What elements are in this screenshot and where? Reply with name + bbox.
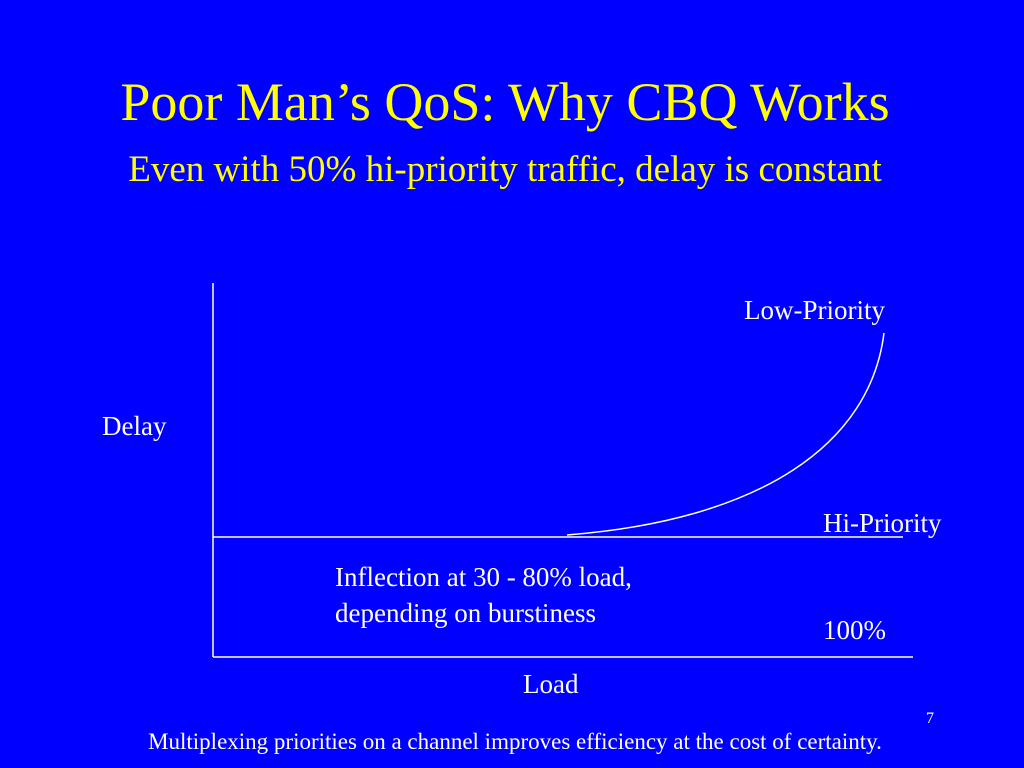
slide-footer: Multiplexing priorities on a channel imp… — [148, 729, 882, 754]
annotation-line-2: depending on burstiness — [335, 598, 596, 628]
x-axis-label: Load — [523, 669, 579, 699]
page-number: 7 — [926, 710, 934, 727]
inflection-annotation: Inflection at 30 - 80% load, depending o… — [335, 559, 632, 631]
low-priority-curve — [566, 332, 885, 536]
slide-title: Poor Man’s QoS: Why CBQ Works — [120, 72, 890, 132]
low-priority-label: Low-Priority — [744, 295, 885, 325]
slide-subtitle: Even with 50% hi-priority traffic, delay… — [128, 149, 882, 190]
capacity-label: 100% — [823, 615, 886, 645]
annotation-line-1: Inflection at 30 - 80% load, — [335, 562, 632, 592]
hi-priority-label: Hi-Priority — [823, 508, 942, 538]
y-axis-label: Delay — [102, 411, 167, 441]
